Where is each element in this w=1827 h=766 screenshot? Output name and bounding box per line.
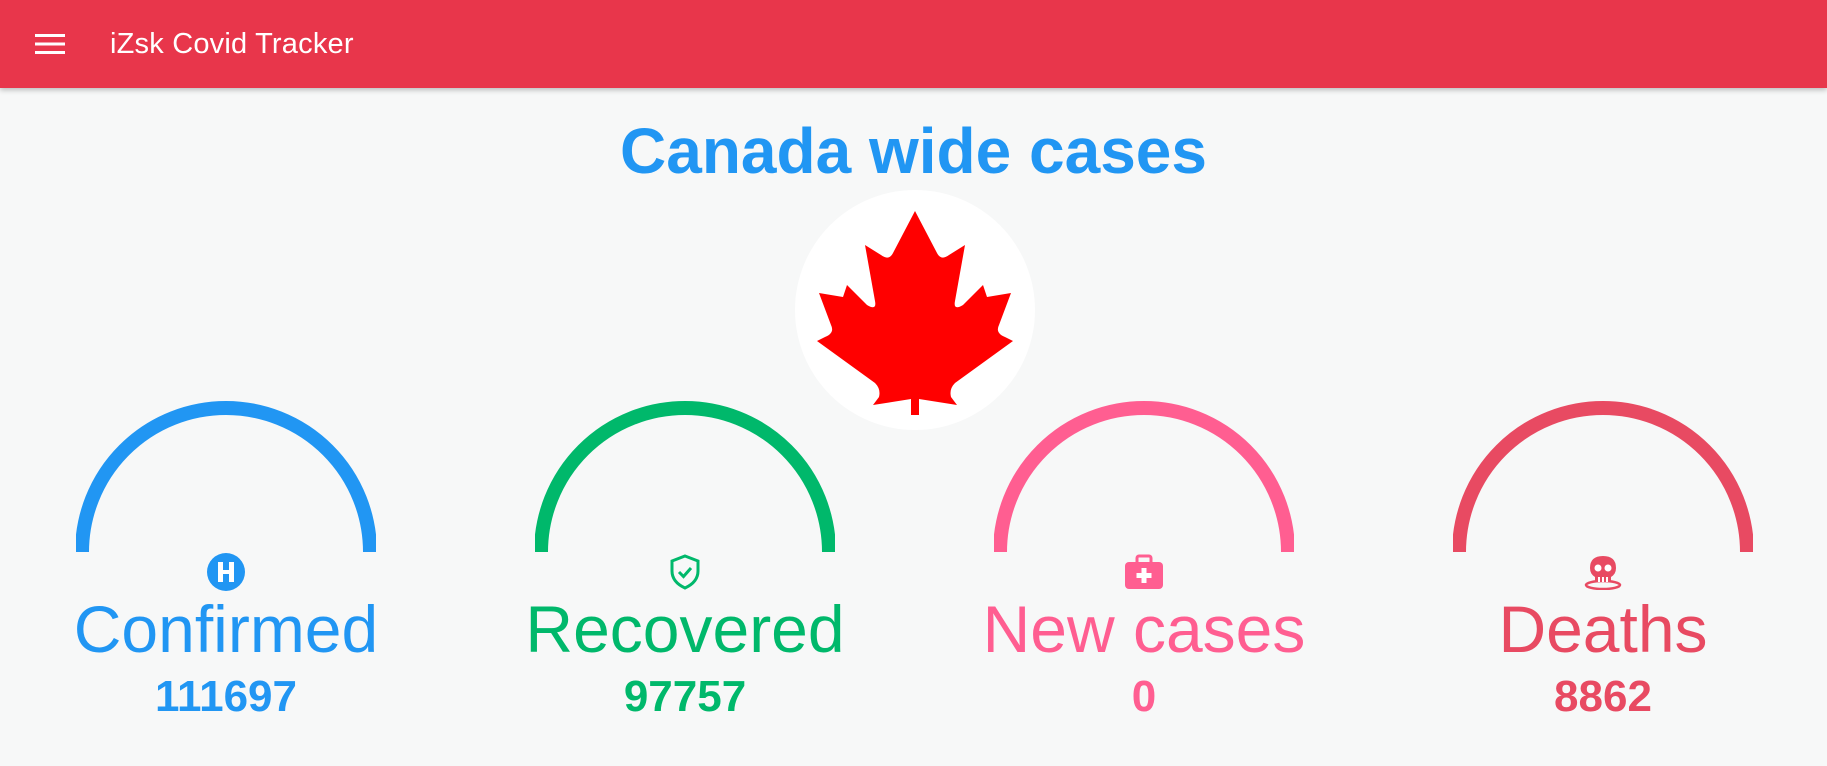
stat-label: Recovered — [525, 592, 845, 666]
app-title: iZsk Covid Tracker — [110, 27, 354, 60]
menu-button[interactable] — [26, 20, 74, 68]
new-cases-gauge-arc — [994, 401, 1294, 553]
skull-icon — [1584, 556, 1622, 590]
deaths-gauge-arc — [1453, 401, 1753, 553]
stat-recovered: Recovered 97757 — [525, 400, 845, 740]
confirmed-gauge-arc — [76, 401, 376, 553]
hospital-icon — [207, 553, 245, 591]
shield-check-icon — [670, 554, 700, 590]
stat-label: Confirmed — [73, 592, 379, 666]
medical-kit-icon — [1125, 554, 1163, 589]
stat-value: 97757 — [623, 672, 747, 721]
stat-label: New cases — [982, 592, 1306, 666]
stat-new-cases: New cases 0 — [983, 400, 1305, 740]
stat-deaths: Deaths 8862 — [1443, 400, 1763, 740]
stat-confirmed: Confirmed 111697 — [66, 400, 386, 740]
app-bar: iZsk Covid Tracker — [0, 0, 1827, 88]
country-flag — [795, 190, 1035, 430]
stat-value: 111697 — [155, 672, 297, 721]
stat-value: 8862 — [1554, 672, 1652, 721]
hamburger-menu-icon — [35, 34, 65, 54]
stat-label: Deaths — [1498, 592, 1708, 666]
page-title: Canada wide cases — [620, 115, 1207, 187]
stat-value: 0 — [1131, 672, 1157, 721]
canada-maple-leaf-icon — [817, 211, 1013, 415]
recovered-gauge-arc — [535, 401, 835, 553]
